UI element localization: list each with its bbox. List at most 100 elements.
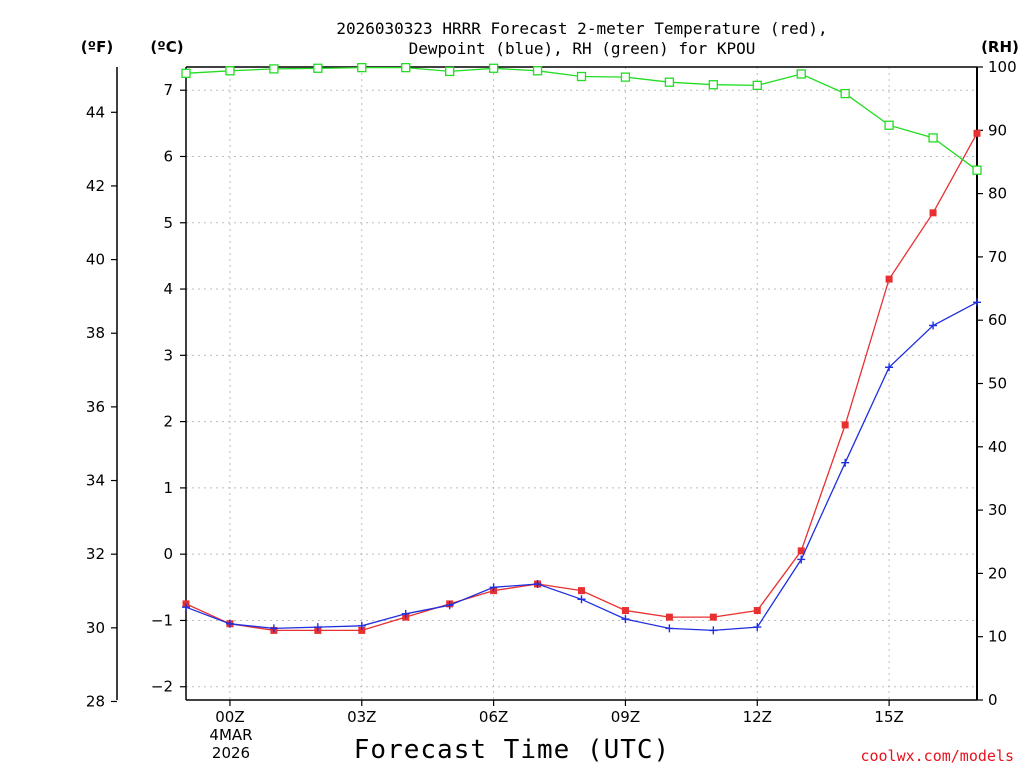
- x-tick-label: 00Z: [215, 708, 244, 726]
- rh-point: [576, 71, 587, 82]
- celsius-tick-label: 3: [163, 346, 173, 364]
- rh-unit-label: (RH): [981, 38, 1019, 56]
- dewpoint-point: [753, 623, 762, 632]
- celsius-tick-label: 0: [163, 545, 173, 563]
- celsius-tick-label: 4: [163, 280, 173, 298]
- date-label-line1: 4MAR: [209, 726, 252, 744]
- gridlines: [186, 67, 977, 700]
- fahrenheit-tick-label: 30: [86, 619, 105, 637]
- dewpoint-point: [621, 615, 630, 624]
- rh-point: [181, 68, 191, 78]
- x-tick-label: 15Z: [874, 708, 903, 726]
- rh-tick-label: 20: [988, 564, 1007, 582]
- dewpoint-point: [269, 624, 278, 633]
- rh-point: [796, 69, 806, 79]
- celsius-tick-label: 5: [163, 214, 173, 232]
- dewpoint-point: [533, 580, 542, 589]
- dewpoint-point: [313, 623, 322, 632]
- dewpoint-point: [489, 583, 498, 592]
- rh-point: [620, 72, 631, 82]
- fahrenheit-tick-label: 40: [86, 251, 105, 269]
- rh-point: [840, 88, 850, 99]
- dewpoint-point: [797, 555, 806, 564]
- rh-point: [401, 62, 411, 73]
- dewpoint-line: [185, 301, 978, 632]
- fahrenheit-unit-label: (ºF): [81, 38, 113, 56]
- temperature-point: [753, 607, 761, 615]
- celsius-tick-label: −2: [151, 678, 173, 696]
- temperature-point: [709, 613, 717, 621]
- rh-tick-label: 100: [988, 58, 1017, 76]
- celsius-tick-label: −1: [151, 611, 173, 629]
- date-label-line2: 2026: [212, 744, 250, 762]
- rh-tick-label: 90: [988, 121, 1007, 139]
- temperature-point: [358, 626, 366, 634]
- fahrenheit-tick-label: 38: [86, 324, 105, 342]
- temperature-point: [665, 613, 673, 621]
- temperature-point: [621, 607, 629, 615]
- dewpoint-point: [665, 624, 674, 633]
- rh-point: [752, 80, 762, 91]
- x-tick-label: 09Z: [611, 708, 640, 726]
- dewpoint-point: [357, 621, 366, 630]
- temperature-point: [929, 209, 937, 217]
- temperature-point: [973, 129, 981, 137]
- rh-point: [884, 120, 894, 130]
- dewpoint-point: [445, 601, 454, 610]
- rh-tick-label: 0: [988, 691, 998, 709]
- rh-point: [972, 165, 982, 175]
- rh-tick-label: 40: [988, 438, 1007, 456]
- rh-point: [664, 77, 675, 87]
- x-tick-label: 12Z: [743, 708, 772, 726]
- dewpoint-point: [709, 626, 718, 635]
- rh-point: [488, 63, 499, 73]
- rh-point: [445, 66, 455, 77]
- chart-title-line2: Dewpoint (blue), RH (green) for KPOU: [409, 39, 756, 58]
- temperature-point: [841, 421, 849, 429]
- axes: 00Z 03Z 06Z 09Z 12Z 15Z−2−1012345672830323436…: [86, 58, 1017, 726]
- temperature-point: [885, 275, 893, 283]
- credit-label: coolwx.com/models: [860, 747, 1014, 765]
- temperature-point: [578, 587, 585, 595]
- temperature-point: [797, 547, 805, 555]
- rh-point: [708, 80, 718, 90]
- rh-point: [928, 133, 938, 143]
- dewpoint-point: [885, 363, 894, 372]
- rh-point: [225, 66, 235, 76]
- celsius-tick-label: 2: [163, 413, 173, 431]
- chart-title-line1: 2026030323 HRRR Forecast 2-meter Tempera…: [336, 19, 827, 38]
- celsius-tick-label: 1: [163, 479, 173, 497]
- fahrenheit-tick-label: 36: [86, 398, 105, 416]
- dewpoint-point: [401, 609, 410, 618]
- rh-point: [269, 64, 279, 74]
- fahrenheit-tick-label: 34: [86, 472, 105, 490]
- x-axis-label: Forecast Time (UTC): [354, 735, 670, 765]
- fahrenheit-tick-label: 32: [86, 545, 105, 563]
- rh-tick-label: 30: [988, 501, 1007, 519]
- celsius-unit-label: (ºC): [150, 38, 183, 56]
- x-tick-label: 06Z: [479, 708, 508, 726]
- x-tick-label: 03Z: [347, 708, 376, 726]
- dewpoint-point: [225, 619, 234, 628]
- rh-tick-label: 50: [988, 375, 1007, 393]
- fahrenheit-tick-label: 44: [86, 103, 105, 121]
- celsius-tick-label: 7: [163, 81, 173, 99]
- rh-tick-label: 80: [988, 185, 1007, 203]
- rh-tick-label: 70: [988, 248, 1007, 266]
- rh-point: [532, 66, 543, 76]
- rh-tick-label: 10: [988, 628, 1007, 646]
- rh-point: [357, 62, 367, 73]
- rh-point: [313, 63, 323, 73]
- series: [181, 62, 982, 635]
- celsius-tick-label: 6: [163, 147, 173, 165]
- dewpoint-point: [841, 458, 850, 467]
- fahrenheit-tick-label: 28: [86, 692, 105, 710]
- dewpoint-point: [182, 603, 190, 612]
- temperature-line: [185, 132, 978, 632]
- rh-tick-label: 60: [988, 311, 1007, 329]
- fahrenheit-tick-label: 42: [86, 177, 105, 195]
- dewpoint-point: [577, 595, 586, 604]
- rh-line: [185, 66, 978, 171]
- dewpoint-point: [929, 321, 938, 330]
